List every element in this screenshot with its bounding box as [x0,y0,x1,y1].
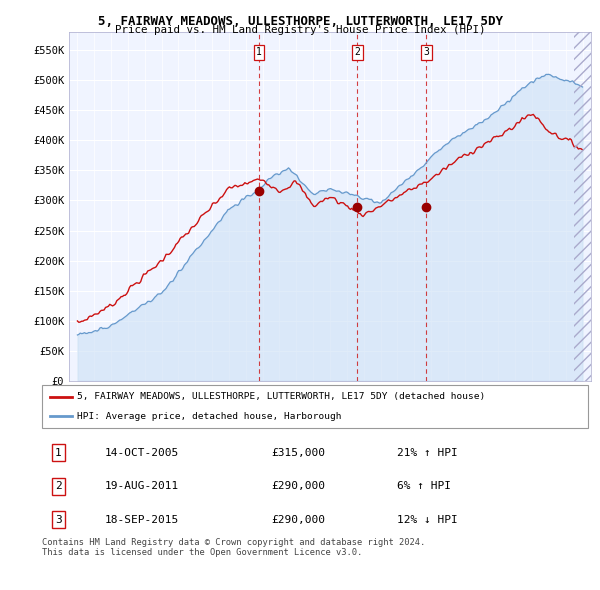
Text: 19-AUG-2011: 19-AUG-2011 [105,481,179,491]
Text: £315,000: £315,000 [271,448,325,458]
Text: 18-SEP-2015: 18-SEP-2015 [105,514,179,525]
Text: 6% ↑ HPI: 6% ↑ HPI [397,481,451,491]
Text: 3: 3 [55,514,62,525]
Text: 2: 2 [355,47,361,57]
Bar [574,32,591,381]
Text: Contains HM Land Registry data © Crown copyright and database right 2024.
This d: Contains HM Land Registry data © Crown c… [42,538,425,558]
Text: 12% ↓ HPI: 12% ↓ HPI [397,514,458,525]
Text: 5, FAIRWAY MEADOWS, ULLESTHORPE, LUTTERWORTH, LE17 5DY (detached house): 5, FAIRWAY MEADOWS, ULLESTHORPE, LUTTERW… [77,392,486,401]
Text: 1: 1 [256,47,262,57]
Text: 3: 3 [424,47,429,57]
FancyBboxPatch shape [42,385,588,428]
Text: 5, FAIRWAY MEADOWS, ULLESTHORPE, LUTTERWORTH, LE17 5DY: 5, FAIRWAY MEADOWS, ULLESTHORPE, LUTTERW… [97,15,503,28]
Text: 1: 1 [55,448,62,458]
Text: 2: 2 [55,481,62,491]
Text: 14-OCT-2005: 14-OCT-2005 [105,448,179,458]
Text: HPI: Average price, detached house, Harborough: HPI: Average price, detached house, Harb… [77,412,342,421]
Text: Price paid vs. HM Land Registry's House Price Index (HPI): Price paid vs. HM Land Registry's House … [115,25,485,35]
Text: 21% ↑ HPI: 21% ↑ HPI [397,448,458,458]
Text: £290,000: £290,000 [271,481,325,491]
Text: £290,000: £290,000 [271,514,325,525]
